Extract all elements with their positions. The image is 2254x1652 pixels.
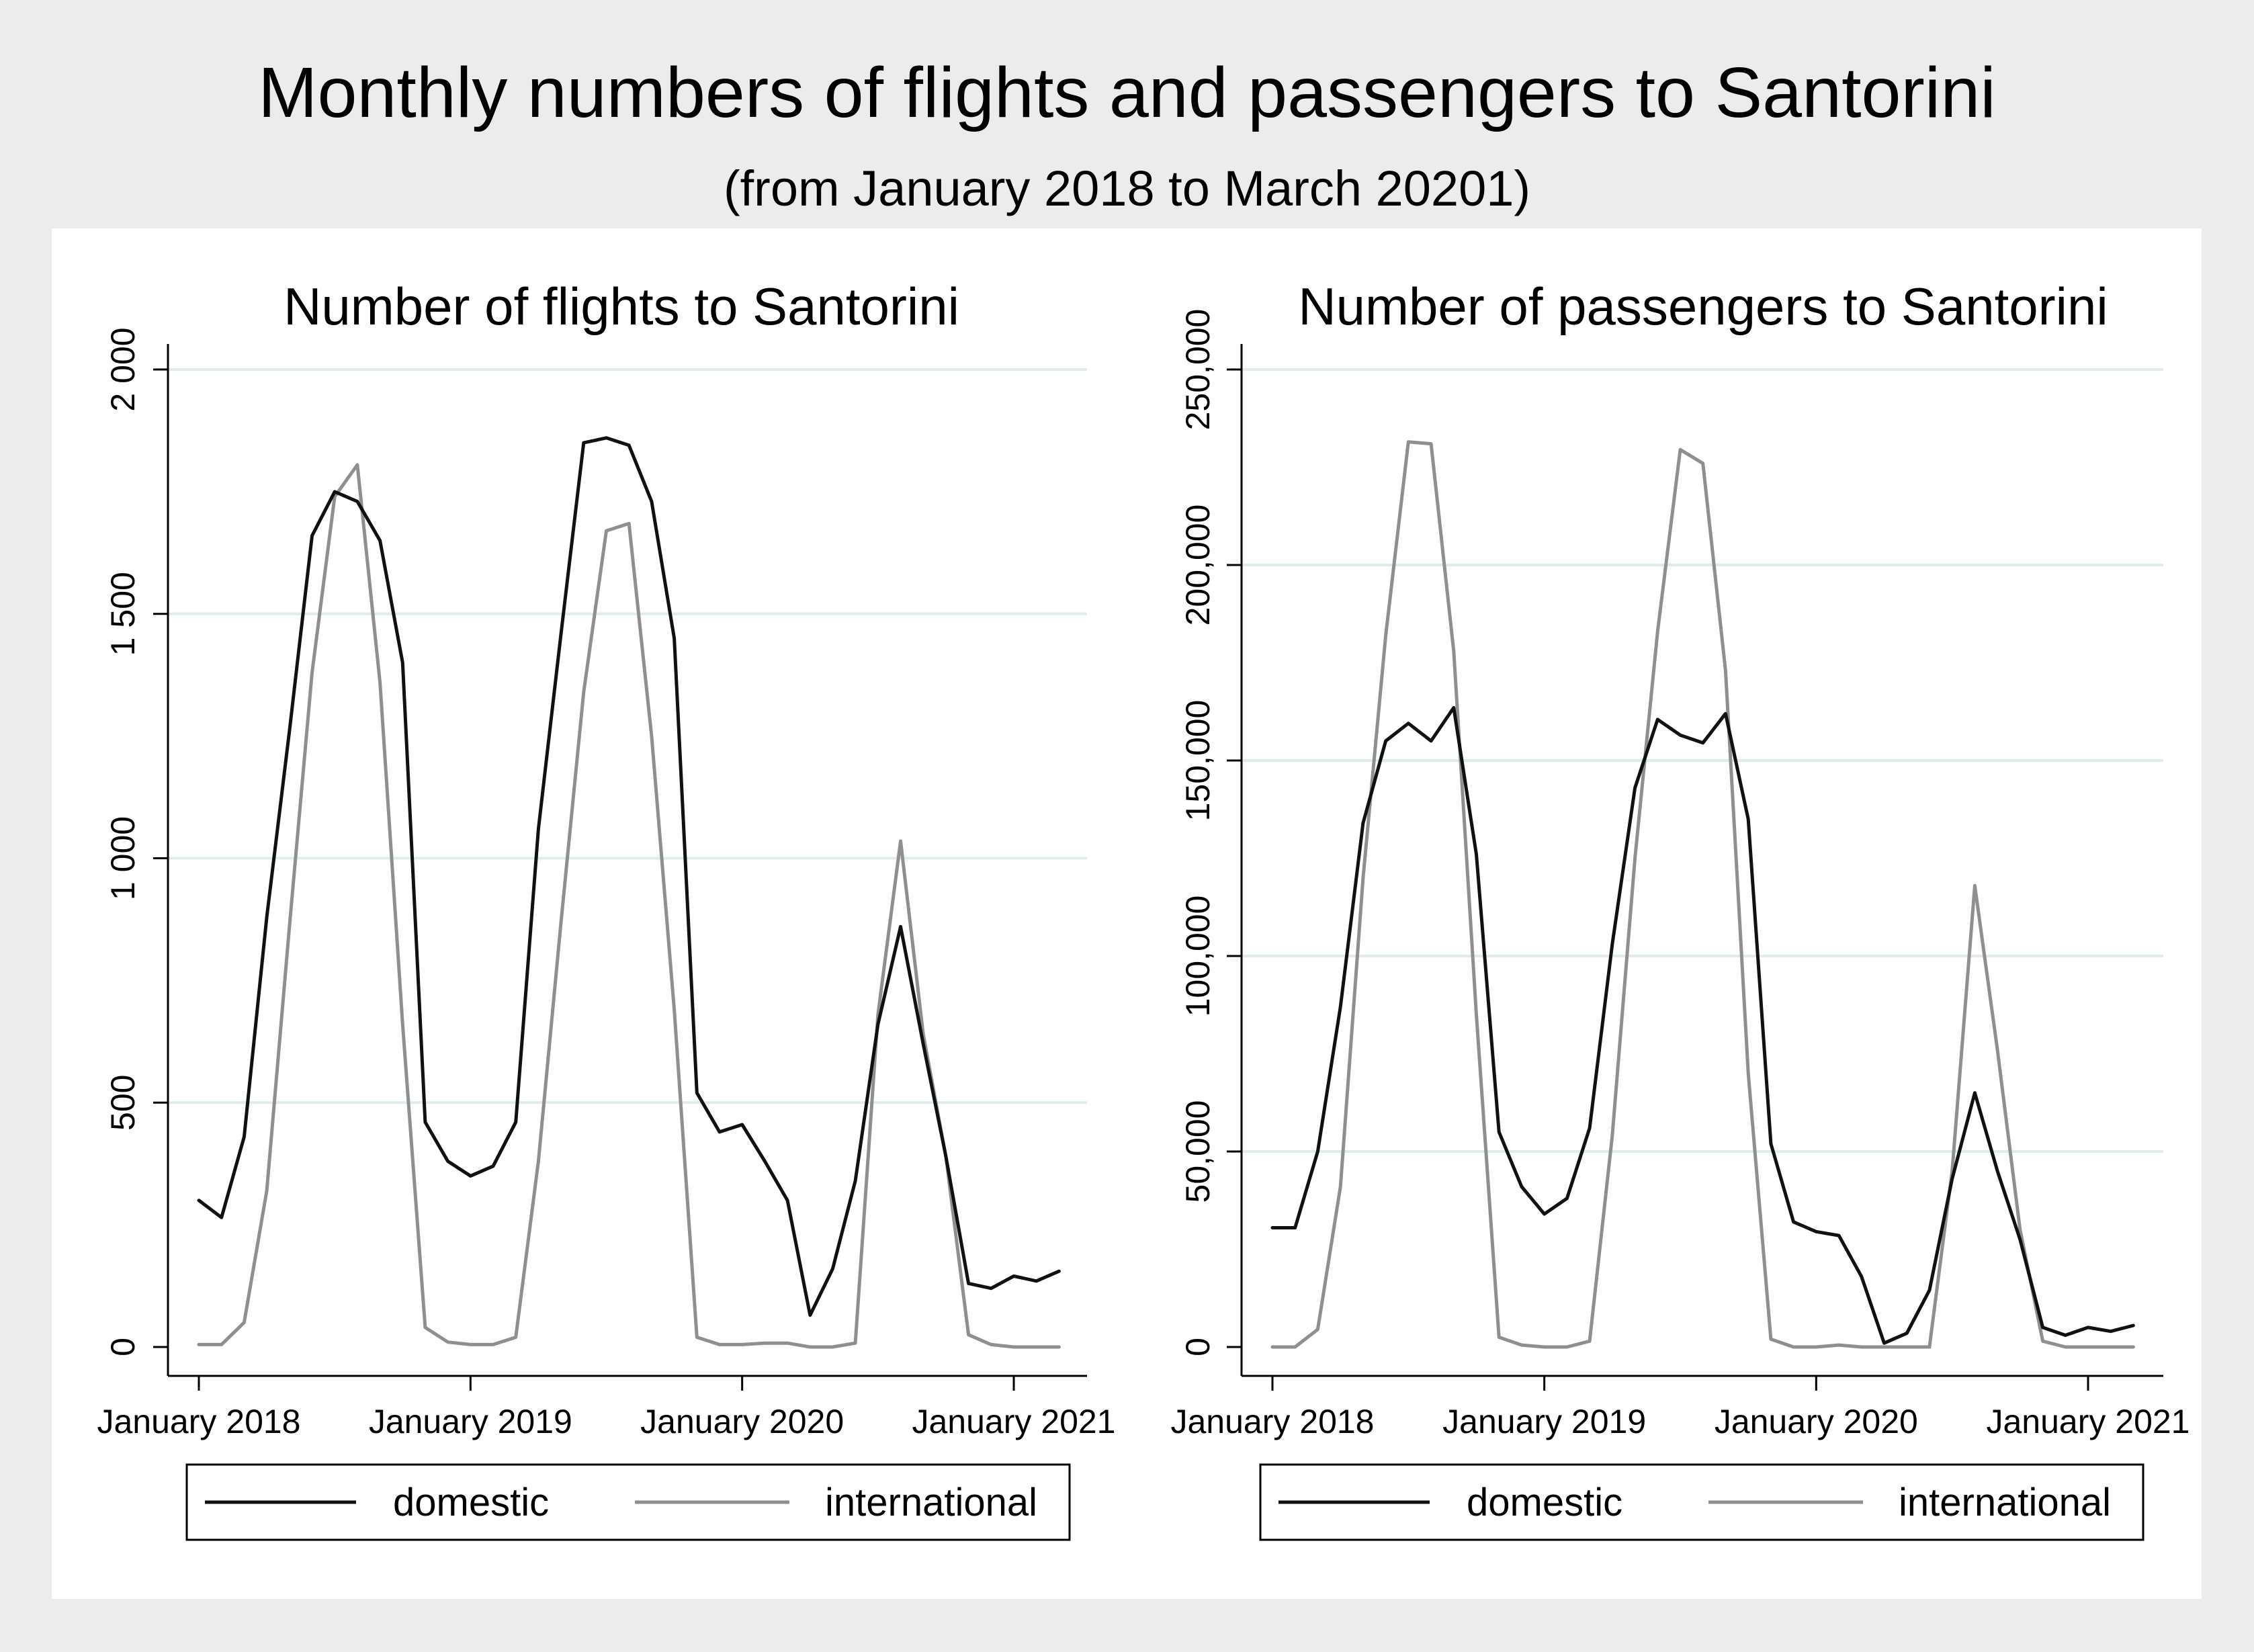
flights-y-tick-label: 0 (104, 1338, 142, 1356)
passengers-legend-domestic-label: domestic (1467, 1481, 1622, 1524)
flights-y-tick-label: 1 000 (104, 816, 142, 900)
passengers-international-line (1270, 440, 2135, 1349)
passengers-x-tick-label: January 2019 (1442, 1403, 1646, 1440)
passengers-y-tick-label: 100,000 (1179, 896, 1217, 1017)
flights-domestic-line (197, 436, 1061, 1317)
passengers-axes: 0 50,000 100,000 150,000 200,000 250,000 Janua… (1170, 309, 2190, 1440)
passengers-chart-title: Number of passengers to Santorini (1298, 277, 2108, 336)
main-subtitle: (from January 2018 to March 20201) (723, 161, 1531, 216)
flights-x-tick-label: January 2019 (369, 1403, 572, 1440)
flights-y-tick-label: 1 500 (104, 572, 142, 656)
passengers-y-tick-label: 200,000 (1179, 505, 1217, 626)
passengers-x-tick-label: January 2020 (1715, 1403, 1918, 1440)
main-title: Monthly numbers of flights and passenger… (258, 53, 1996, 132)
passengers-y-tick-label: 150,000 (1179, 700, 1217, 822)
flights-x-tick-label: January 2020 (640, 1403, 844, 1440)
flights-axes: 0 500 1 000 1 500 2 000 January 2018 January 2… (97, 327, 1115, 1440)
flights-legend: domestic international (185, 1463, 1071, 1541)
flights-chart: Number of flights to Santorini 0 500 1 000… (97, 277, 1116, 1541)
passengers-y-tick-label: 250,000 (1179, 309, 1217, 431)
passengers-legend: domestic international (1259, 1463, 2144, 1541)
flights-y-tick-label: 2 000 (104, 327, 142, 411)
passengers-domestic-line (1270, 705, 2135, 1345)
flights-x-tick-label: January 2021 (912, 1403, 1115, 1440)
flights-international-line (197, 463, 1061, 1349)
passengers-y-tick-label: 50,000 (1179, 1100, 1217, 1203)
flights-series (197, 436, 1061, 1349)
passengers-legend-international-label: international (1899, 1481, 2111, 1524)
passengers-chart: Number of passengers to Santorini 0 50,00… (1170, 277, 2190, 1541)
flights-chart-title: Number of flights to Santorini (284, 277, 959, 336)
passengers-x-tick-label: January 2018 (1170, 1403, 1374, 1440)
passengers-y-tick-label: 0 (1179, 1338, 1217, 1356)
passengers-x-tick-label: January 2021 (1986, 1403, 2190, 1440)
flights-legend-international-label: international (825, 1481, 1037, 1524)
charts-area (52, 228, 2202, 1599)
flights-x-tick-label: January 2018 (97, 1403, 300, 1440)
passengers-series (1270, 440, 2135, 1349)
flights-legend-domestic-label: domestic (393, 1481, 549, 1524)
flights-y-tick-label: 500 (104, 1075, 142, 1131)
